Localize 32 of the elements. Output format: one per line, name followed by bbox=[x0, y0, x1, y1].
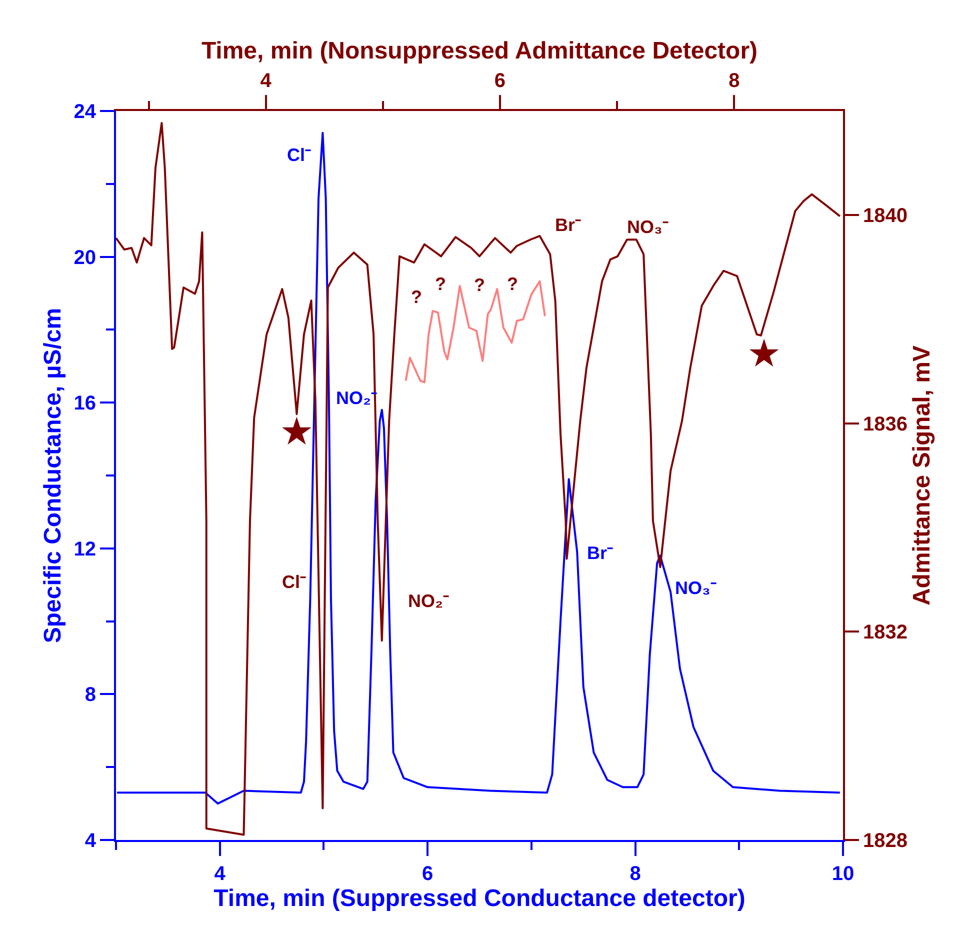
annotation: NO₃⁻ bbox=[675, 578, 716, 598]
y-tick-label: 4 bbox=[84, 830, 97, 852]
annotation: ? bbox=[435, 274, 446, 294]
x-tick-label: 10 bbox=[832, 863, 854, 885]
x-tick-label: 4 bbox=[214, 863, 226, 885]
annotation: ? bbox=[411, 287, 422, 307]
x-tick-label: 6 bbox=[422, 863, 434, 885]
y-tick-label: 20 bbox=[74, 246, 96, 269]
annotation: NO₃⁻ bbox=[627, 217, 668, 237]
y-tick-label: 16 bbox=[74, 392, 96, 415]
annotation: ? bbox=[474, 275, 485, 295]
x-axis-title: Time, min (Suppressed Conductance detector) bbox=[214, 885, 746, 912]
y-axis-title: Specific Conductance, µS/cm bbox=[39, 308, 66, 644]
y-tick-label: 12 bbox=[74, 538, 96, 560]
x-tick-label: 8 bbox=[630, 863, 641, 885]
x2-tick-label: 8 bbox=[728, 70, 740, 92]
y-tick-label: 24 bbox=[74, 101, 97, 123]
x2-tick-label: 4 bbox=[260, 70, 272, 92]
y2-tick-label: 1840 bbox=[863, 205, 908, 228]
annotation: Cl⁻ bbox=[287, 145, 311, 165]
x2-axis-title: Time, min (Nonsuppressed Admittance Detector) bbox=[201, 38, 758, 65]
y2-tick-label: 1836 bbox=[863, 413, 908, 436]
y2-tick-label: 1832 bbox=[863, 622, 908, 644]
annotation: Br⁻ bbox=[555, 215, 582, 235]
x2-tick-label: 6 bbox=[494, 70, 506, 92]
annotation: NO₂⁻ bbox=[408, 591, 449, 611]
annotation: ? bbox=[507, 274, 518, 294]
annotation: Br⁻ bbox=[587, 543, 614, 563]
y2-axis-title: Admittance Signal, mV bbox=[908, 345, 936, 606]
annotation: Cl⁻ bbox=[282, 572, 306, 592]
y-tick-label: 8 bbox=[84, 684, 96, 706]
y2-tick-label: 1828 bbox=[863, 830, 908, 852]
